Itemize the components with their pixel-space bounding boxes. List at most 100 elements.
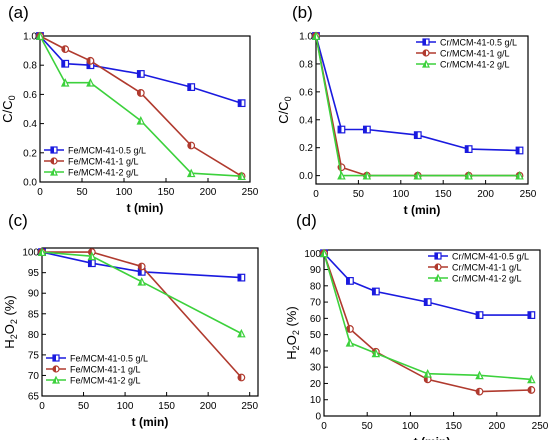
- marker-fill: [516, 147, 520, 154]
- series-2: [35, 31, 246, 181]
- marker-fill: [465, 172, 469, 179]
- y-tick-label: 0.2: [299, 143, 313, 154]
- y-tick-label: 100: [22, 248, 39, 259]
- legend-label: Fe/MCM-41-0.5 g/L: [70, 354, 148, 364]
- panel-label: (c): [8, 211, 28, 230]
- marker-fill: [138, 268, 142, 276]
- marker-fill: [424, 376, 428, 383]
- data-point: [475, 387, 484, 396]
- marker-fill: [312, 32, 316, 40]
- x-tick-label: 150: [158, 401, 175, 412]
- legend-label: Cr/MCM-41-1 g/L: [452, 263, 522, 273]
- x-tick-label: 200: [477, 189, 494, 200]
- marker-fill: [238, 374, 242, 381]
- marker-fill: [465, 145, 469, 153]
- marker-fill: [87, 79, 91, 87]
- data-point: [371, 348, 381, 358]
- legend: Cr/MCM-41-0.5 g/LCr/MCM-41-1 g/LCr/MCM-4…: [428, 252, 529, 284]
- y-tick-label: 0.6: [299, 87, 313, 98]
- y-tick-label: 90: [310, 265, 322, 276]
- x-tick-label: 100: [392, 189, 409, 200]
- marker-fill: [435, 275, 438, 281]
- y-tick-label: 85: [28, 309, 40, 320]
- x-tick-label: 100: [402, 421, 419, 432]
- x-axis-label: t (min): [132, 415, 169, 429]
- y-tick-label: 80: [28, 330, 40, 341]
- series-line: [39, 35, 243, 177]
- data-point: [136, 70, 145, 78]
- legend-item: Fe/MCM-41-2 g/L: [46, 376, 141, 386]
- data-point: [527, 386, 536, 394]
- chart-panel-0: (a) 0 50 100 150 200 250 0.0 0.2 0.4 0.6 0.8 1.0 t (m…: [0, 3, 259, 215]
- y-tick-label: 50: [310, 330, 322, 341]
- data-point: [515, 146, 524, 155]
- marker-fill: [423, 39, 426, 45]
- data-point: [237, 373, 246, 382]
- legend-item: Fe/MCM-41-2 g/L: [44, 168, 139, 178]
- x-tick-label: 0: [321, 421, 327, 432]
- data-point: [61, 59, 70, 68]
- x-tick-label: 250: [520, 189, 537, 200]
- y-tick-label: 10: [310, 395, 322, 406]
- x-axis-label: t (min): [414, 435, 451, 440]
- data-point: [86, 56, 95, 65]
- data-point: [475, 311, 484, 319]
- y-axis-label: H2O2 (%): [2, 295, 19, 348]
- legend-item: Cr/MCM-41-2 g/L: [428, 274, 522, 284]
- data-point: [86, 78, 95, 87]
- legend-label: Fe/MCM-41-2 g/L: [68, 168, 139, 178]
- y-tick-label: 95: [28, 268, 40, 279]
- x-tick-label: 150: [445, 421, 462, 432]
- x-tick-label: 250: [241, 401, 258, 412]
- data-point: [337, 125, 346, 134]
- marker-fill: [414, 172, 418, 179]
- x-tick-label: 100: [116, 187, 133, 198]
- data-point: [527, 374, 536, 384]
- legend-label: Fe/MCM-41-1 g/L: [70, 365, 141, 375]
- marker-fill: [516, 172, 520, 179]
- series-2: [37, 247, 246, 338]
- data-point: [319, 248, 329, 258]
- data-point: [237, 99, 246, 108]
- marker-fill: [61, 79, 66, 87]
- y-tick-label: 90: [28, 289, 40, 300]
- y-axis-label: C/C0: [0, 95, 17, 122]
- marker-fill: [435, 253, 438, 259]
- y-tick-label: 70: [28, 371, 40, 382]
- legend-item: Cr/MCM-41-1 g/L: [428, 263, 522, 273]
- data-point: [237, 328, 246, 338]
- legend-item: Cr/MCM-41-2 g/L: [416, 60, 510, 70]
- legend-label: Cr/MCM-41-1 g/L: [440, 49, 510, 59]
- data-point: [136, 116, 146, 125]
- x-tick-label: 0: [39, 401, 45, 412]
- marker-fill: [476, 372, 480, 379]
- x-tick-label: 200: [488, 421, 505, 432]
- marker-fill: [423, 61, 426, 67]
- data-point: [37, 247, 47, 257]
- y-tick-label: 0.4: [23, 119, 37, 130]
- marker-fill: [88, 259, 92, 267]
- legend-label: Fe/MCM-41-0.5 g/L: [68, 146, 146, 156]
- x-tick-label: 50: [362, 421, 374, 432]
- legend-item: Cr/MCM-41-0.5 g/L: [428, 252, 529, 262]
- legend-item: Fe/MCM-41-1 g/L: [44, 157, 139, 167]
- series-line: [41, 251, 242, 279]
- data-point: [345, 338, 355, 347]
- x-tick-label: 50: [78, 401, 90, 412]
- y-tick-label: 0.6: [23, 90, 37, 101]
- series-1: [320, 249, 536, 396]
- data-point: [136, 89, 145, 97]
- data-point: [237, 273, 246, 282]
- data-point: [187, 83, 196, 92]
- marker-fill: [53, 355, 56, 361]
- data-point: [434, 263, 442, 271]
- marker-fill: [87, 57, 91, 65]
- legend: Fe/MCM-41-0.5 g/LFe/MCM-41-1 g/LFe/MCM-4…: [44, 146, 146, 178]
- series-0: [36, 32, 246, 108]
- x-axis-label: t (min): [127, 201, 164, 215]
- marker-fill: [51, 158, 54, 164]
- data-point: [422, 49, 430, 57]
- y-tick-label: 70: [310, 298, 322, 309]
- data-point: [50, 157, 58, 165]
